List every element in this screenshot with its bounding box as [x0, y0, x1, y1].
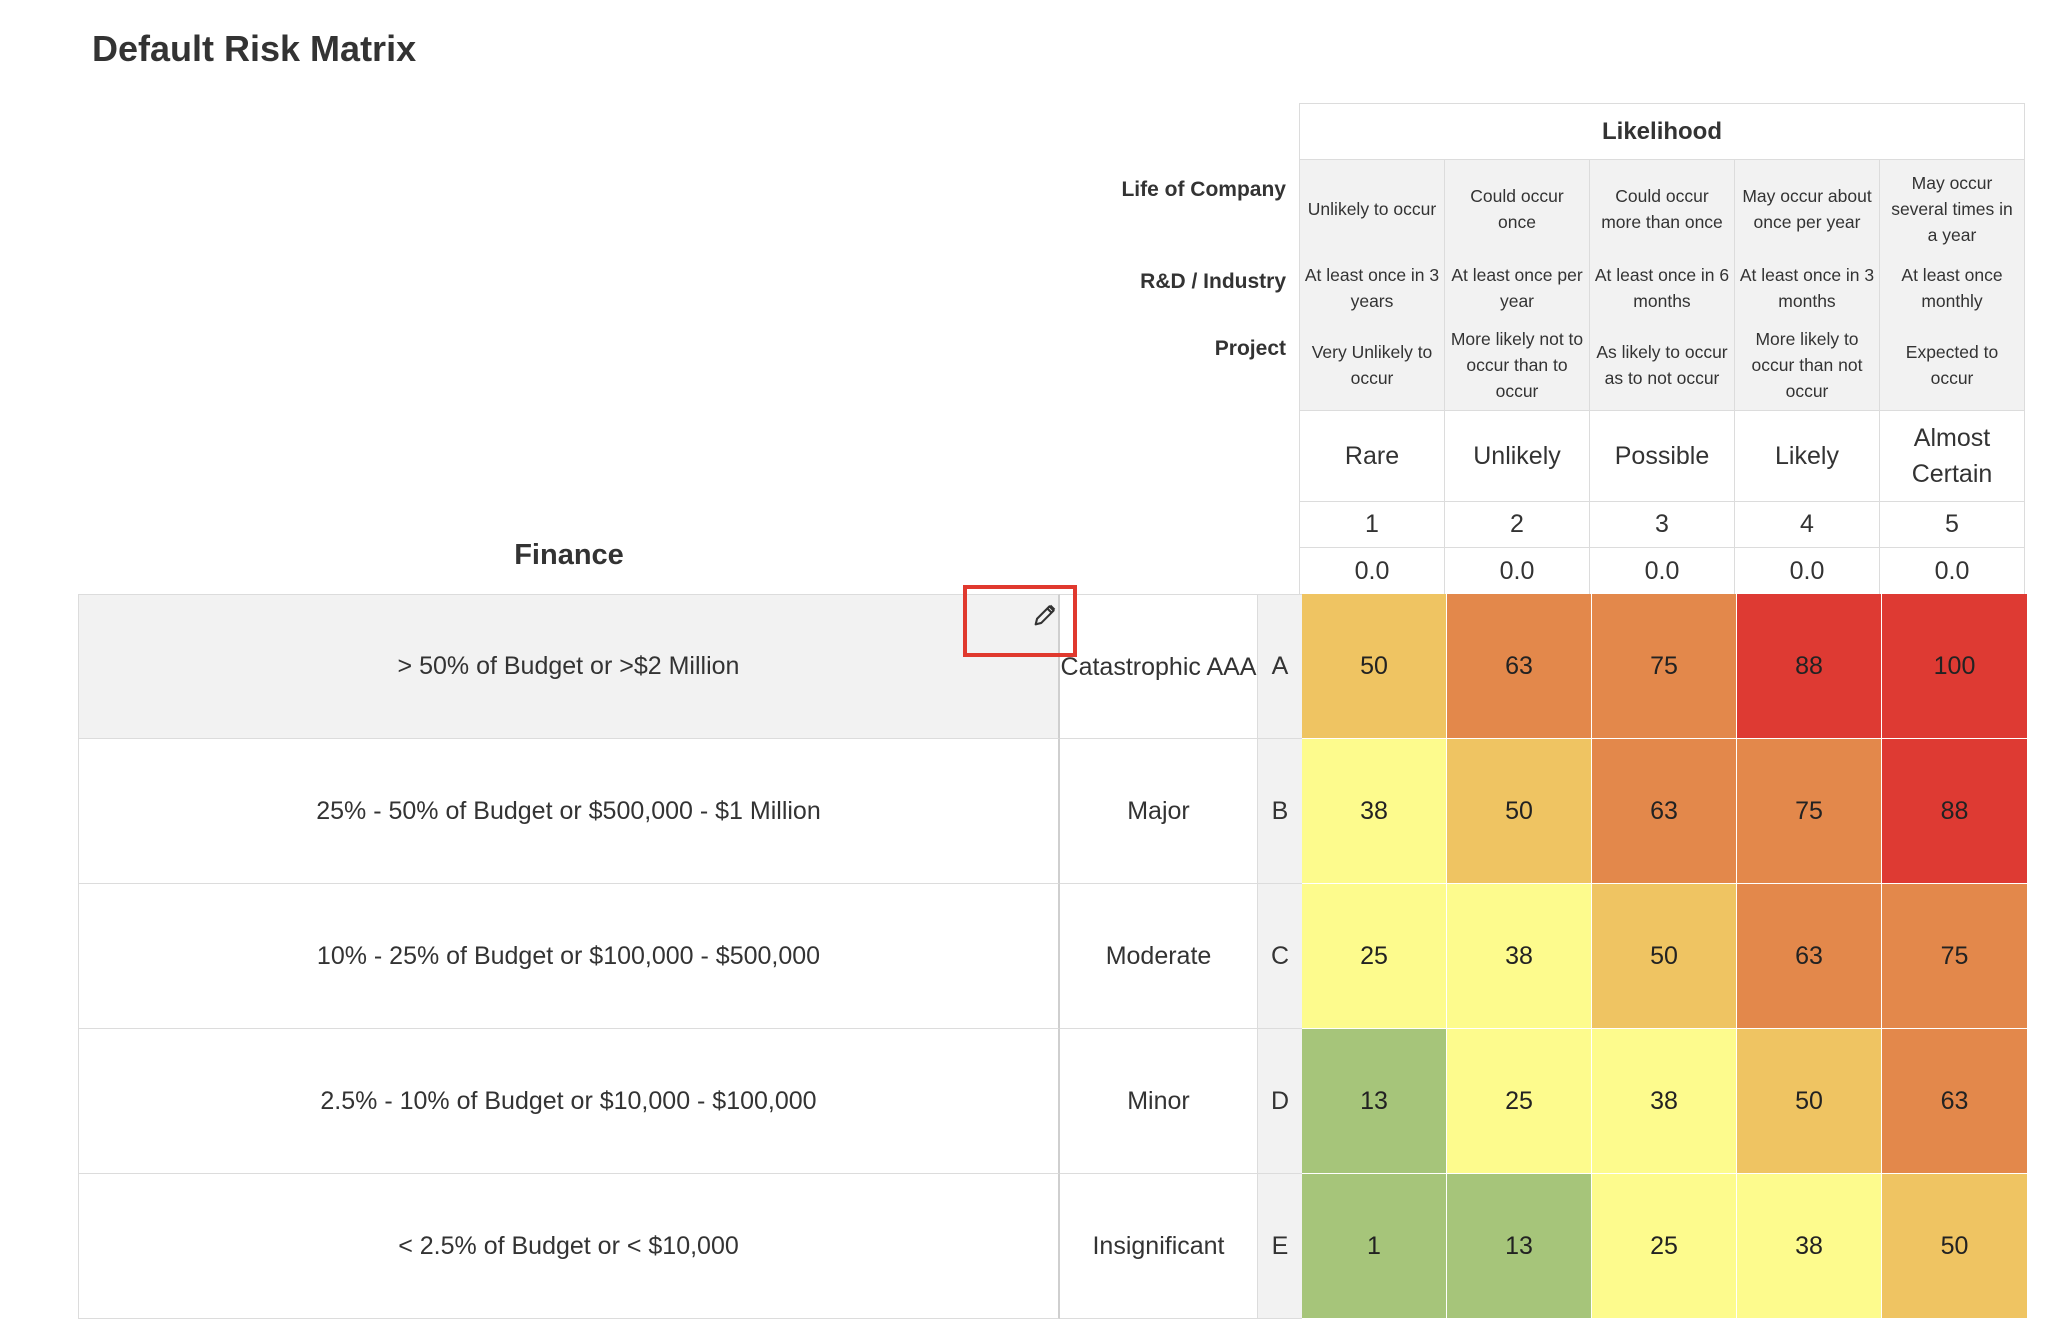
- consequence-letter-b: B: [1258, 739, 1302, 884]
- consequence-description-text: > 50% of Budget or >$2 Million: [397, 652, 740, 680]
- score-c3: 50: [1592, 884, 1737, 1029]
- score-d4: 50: [1737, 1029, 1882, 1174]
- desc-project-2: More likely not to occur than to occur: [1450, 329, 1584, 401]
- likelihood-desc-col-2: Could occur once At least once per year …: [1445, 160, 1590, 410]
- category-label-life-of-company: Life of Company: [1121, 178, 1286, 201]
- likelihood-name-rare: Rare: [1299, 410, 1445, 502]
- score-a1: 50: [1302, 594, 1447, 739]
- score-e4: 38: [1737, 1174, 1882, 1319]
- score-b4: 75: [1737, 739, 1882, 884]
- likelihood-desc-col-5: May occur several times in a year At lea…: [1880, 160, 2024, 410]
- likelihood-name-possible: Possible: [1589, 410, 1735, 502]
- consequence-name-e: Insignificant: [1060, 1174, 1258, 1319]
- likelihood-level-2: 2: [1444, 501, 1590, 548]
- edit-button[interactable]: [963, 585, 1077, 657]
- category-label-rd-industry: R&D / Industry: [1140, 270, 1286, 293]
- desc-project-3: As likely to occur as to not occur: [1596, 342, 1728, 388]
- risk-matrix-grid: > 50% of Budget or >$2 Million Catastrop…: [78, 585, 2028, 1319]
- score-e5: 50: [1882, 1174, 2028, 1319]
- score-d5: 63: [1882, 1029, 2028, 1174]
- likelihood-name-likely: Likely: [1734, 410, 1880, 502]
- likelihood-level-3: 3: [1589, 501, 1735, 548]
- score-d1: 13: [1302, 1029, 1447, 1174]
- score-e3: 25: [1592, 1174, 1737, 1319]
- likelihood-value-2: 0.0: [1444, 547, 1590, 595]
- score-b1: 38: [1302, 739, 1447, 884]
- score-e1: 1: [1302, 1174, 1447, 1319]
- desc-rd-3: At least once in 6 months: [1594, 265, 1730, 311]
- desc-rd-4: At least once in 3 months: [1739, 265, 1875, 311]
- desc-life-5: May occur several times in a year: [1891, 173, 2013, 245]
- score-e2: 13: [1447, 1174, 1592, 1319]
- score-a3: 75: [1592, 594, 1737, 739]
- likelihood-value-3: 0.0: [1589, 547, 1735, 595]
- pencil-icon: [1034, 604, 1056, 626]
- consequence-name-c: Moderate: [1060, 884, 1258, 1029]
- score-d3: 38: [1592, 1029, 1737, 1174]
- consequence-name-b: Major: [1060, 739, 1258, 884]
- likelihood-level-5: 5: [1879, 501, 2025, 548]
- desc-project-1: Very Unlikely to occur: [1311, 342, 1433, 388]
- likelihood-header: Likelihood: [1299, 103, 2025, 160]
- likelihood-level-1: 1: [1299, 501, 1445, 548]
- score-a5: 100: [1882, 594, 2028, 739]
- consequence-name-d: Minor: [1060, 1029, 1258, 1174]
- consequence-letter-c: C: [1258, 884, 1302, 1029]
- likelihood-desc-col-3: Could occur more than once At least once…: [1590, 160, 1735, 410]
- consequence-letter-a: A: [1258, 594, 1302, 739]
- score-d2: 25: [1447, 1029, 1592, 1174]
- consequence-letter-d: D: [1258, 1029, 1302, 1174]
- score-c4: 63: [1737, 884, 1882, 1029]
- consequence-name-a: Catastrophic AAA: [1060, 594, 1258, 739]
- category-label-project: Project: [1214, 337, 1286, 360]
- consequence-description-b[interactable]: 25% - 50% of Budget or $500,000 - $1 Mil…: [78, 739, 1060, 884]
- desc-rd-1: At least once in 3 years: [1304, 265, 1440, 311]
- desc-project-4: More likely to occur than not occur: [1751, 329, 1863, 401]
- consequence-description-a[interactable]: > 50% of Budget or >$2 Million: [78, 585, 1077, 739]
- likelihood-value-4: 0.0: [1734, 547, 1880, 595]
- page-title: Default Risk Matrix: [92, 28, 417, 69]
- likelihood-descriptions: Unlikely to occur At least once in 3 yea…: [1299, 159, 2025, 411]
- score-b5: 88: [1882, 739, 2028, 884]
- likelihood-desc-col-4: May occur about once per year At least o…: [1735, 160, 1880, 410]
- likelihood-desc-col-1: Unlikely to occur At least once in 3 yea…: [1300, 160, 1445, 410]
- desc-life-3: Could occur more than once: [1601, 186, 1723, 232]
- consequence-category-title: Finance: [514, 538, 624, 571]
- consequence-description-e[interactable]: < 2.5% of Budget or < $10,000: [78, 1174, 1060, 1319]
- desc-life-4: May occur about once per year: [1742, 186, 1872, 232]
- likelihood-level-4: 4: [1734, 501, 1880, 548]
- desc-rd-2: At least once per year: [1451, 265, 1583, 311]
- score-c5: 75: [1882, 884, 2028, 1029]
- likelihood-value-5: 0.0: [1879, 547, 2025, 595]
- likelihood-name-almost-certain: Almost Certain: [1879, 410, 2025, 502]
- desc-life-2: Could occur once: [1470, 186, 1564, 232]
- desc-rd-5: At least once monthly: [1901, 265, 2003, 311]
- consequence-letter-e: E: [1258, 1174, 1302, 1319]
- desc-life-1: Unlikely to occur: [1307, 199, 1437, 219]
- desc-project-5: Expected to occur: [1905, 342, 1999, 388]
- likelihood-name-unlikely: Unlikely: [1444, 410, 1590, 502]
- score-b3: 63: [1592, 739, 1737, 884]
- score-c2: 38: [1447, 884, 1592, 1029]
- likelihood-value-1: 0.0: [1299, 547, 1445, 595]
- consequence-description-c[interactable]: 10% - 25% of Budget or $100,000 - $500,0…: [78, 884, 1060, 1029]
- score-a4: 88: [1737, 594, 1882, 739]
- score-c1: 25: [1302, 884, 1447, 1029]
- consequence-description-d[interactable]: 2.5% - 10% of Budget or $10,000 - $100,0…: [78, 1029, 1060, 1174]
- score-b2: 50: [1447, 739, 1592, 884]
- score-a2: 63: [1447, 594, 1592, 739]
